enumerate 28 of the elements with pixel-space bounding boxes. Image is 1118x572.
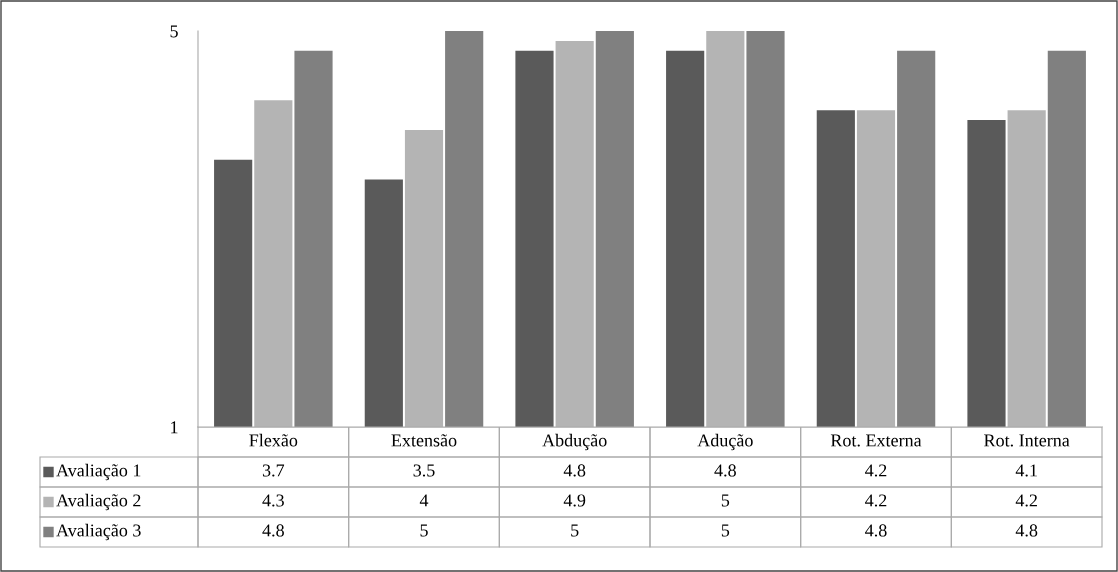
data-label: 5 — [420, 524, 428, 537]
data-label: 4.3 — [262, 494, 284, 507]
data-label: 4.2 — [1015, 494, 1037, 507]
x-tick-label: Rot. Interna — [984, 434, 1070, 447]
data-label: 3.7 — [262, 464, 285, 477]
y-tick-label: 1 — [171, 421, 178, 434]
x-tick-label: Extensão — [391, 434, 457, 447]
data-label: 4 — [419, 494, 429, 507]
data-label: 4.2 — [865, 464, 887, 477]
legend-label: Avaliação 2 — [56, 493, 141, 511]
data-label: 3.5 — [413, 464, 435, 477]
x-tick-label: Flexão — [249, 433, 298, 447]
data-label: 5 — [571, 524, 579, 537]
legend-label: Avaliação 1 — [56, 463, 141, 481]
legend-label: Avaliação 3 — [56, 523, 141, 541]
data-label: 4.2 — [865, 494, 887, 507]
x-tick-label: Abdução — [542, 433, 607, 451]
data-label: 4.8 — [1015, 524, 1038, 537]
data-label: 5 — [721, 494, 730, 507]
data-label: 5 — [721, 524, 730, 537]
data-label: 4.8 — [563, 464, 586, 477]
data-label: 4.8 — [865, 524, 887, 537]
data-label: 4.9 — [563, 494, 586, 507]
data-label: 4.1 — [1015, 464, 1037, 477]
x-tick-label: Adução — [697, 433, 753, 451]
data-label: 4.8 — [262, 524, 284, 537]
data-label: 4.8 — [714, 464, 736, 477]
x-tick-label: Rot. Externa — [830, 434, 922, 447]
